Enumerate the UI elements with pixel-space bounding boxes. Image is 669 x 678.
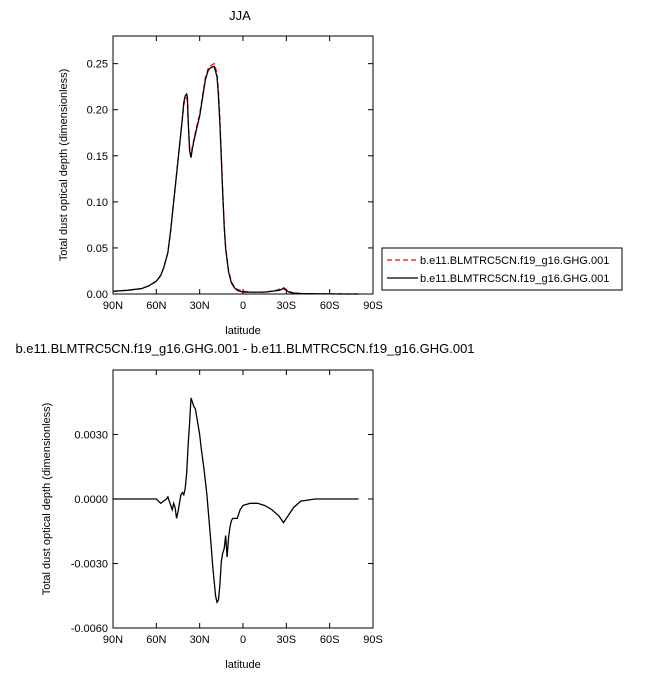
top-x-tick-label: 60N bbox=[146, 300, 166, 312]
top-x-axis-label: latitude bbox=[225, 325, 260, 337]
top-chart-title: JJA bbox=[229, 8, 251, 23]
bottom-y-tick-label: 0.0030 bbox=[74, 430, 108, 442]
bottom-series-lines bbox=[113, 397, 359, 604]
top-y-tick-label: 0.05 bbox=[87, 243, 108, 255]
top-series-line-2 bbox=[112, 65, 359, 295]
bottom-y-axis-label: Total dust optical depth (dimensionless) bbox=[41, 403, 53, 596]
bottom-y-tick-label: -0.0060 bbox=[71, 623, 108, 635]
top-y-tick-label: 0.00 bbox=[87, 289, 108, 301]
top-series-lines bbox=[112, 62, 359, 295]
top-x-tick-label: 30S bbox=[277, 300, 297, 312]
top-x-tick-label: 0 bbox=[240, 300, 246, 312]
top-panel: JJA 90N 60N 30N 0 30S 60S 90S 0.00 0.05 0.10 0.15… bbox=[58, 8, 383, 337]
bottom-y-tick-label: -0.0030 bbox=[71, 559, 108, 571]
bottom-chart-title: b.e11.BLMTRC5CN.f19_g16.GHG.001 - b.e11.… bbox=[15, 341, 474, 356]
bottom-y-ticks: -0.0060 -0.0030 0.0000 0.0030 bbox=[71, 430, 373, 635]
bottom-x-tick-label: 60N bbox=[146, 634, 166, 646]
legend-label-series-2: b.e11.BLMTRC5CN.f19_g16.GHG.001 bbox=[420, 273, 609, 285]
top-y-tick-label: 0.10 bbox=[87, 197, 108, 209]
top-x-ticks: 90N 60N 30N 0 30S 60S 90S bbox=[103, 36, 383, 312]
bottom-x-tick-label: 60S bbox=[320, 634, 340, 646]
top-x-tick-label: 30N bbox=[190, 300, 210, 312]
legend-label-series-1: b.e11.BLMTRC5CN.f19_g16.GHG.001 bbox=[420, 255, 609, 267]
top-x-tick-label: 60S bbox=[320, 300, 340, 312]
legend: b.e11.BLMTRC5CN.f19_g16.GHG.001 b.e11.BL… bbox=[381, 247, 623, 291]
top-plot-frame bbox=[112, 35, 374, 295]
top-y-tick-label: 0.15 bbox=[87, 151, 108, 163]
top-x-tick-label: 90S bbox=[363, 300, 383, 312]
bottom-x-tick-label: 0 bbox=[240, 634, 246, 646]
bottom-x-tick-label: 90S bbox=[363, 634, 383, 646]
bottom-y-tick-label: 0.0000 bbox=[74, 494, 108, 506]
bottom-x-ticks: 90N 60N 30N 0 30S 60S 90S bbox=[103, 370, 383, 646]
top-y-tick-label: 0.25 bbox=[87, 59, 108, 71]
top-y-ticks: 0.00 0.05 0.10 0.15 0.20 0.25 bbox=[87, 59, 373, 301]
top-x-tick-label: 90N bbox=[103, 300, 123, 312]
bottom-series-line-1 bbox=[113, 397, 359, 604]
bottom-x-tick-label: 30S bbox=[277, 634, 297, 646]
bottom-panel: b.e11.BLMTRC5CN.f19_g16.GHG.001 - b.e11.… bbox=[15, 341, 474, 671]
bottom-x-tick-label: 90N bbox=[103, 634, 123, 646]
bottom-x-tick-label: 30N bbox=[190, 634, 210, 646]
legend-box bbox=[381, 247, 623, 291]
top-y-axis-label: Total dust optical depth (dimensionless) bbox=[58, 69, 70, 262]
top-y-tick-label: 0.20 bbox=[87, 105, 108, 117]
top-series-line-1 bbox=[112, 62, 359, 295]
bottom-x-axis-label: latitude bbox=[225, 659, 260, 671]
